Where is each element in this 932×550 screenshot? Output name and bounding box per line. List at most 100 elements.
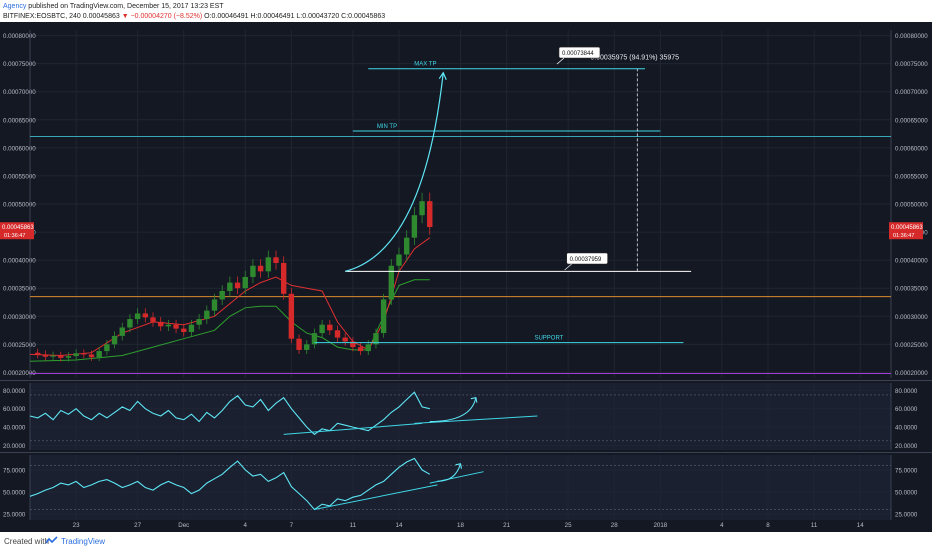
x-tick-label: 2018 [653,522,667,529]
price-badge-countdown: 01:36:47 [4,233,25,239]
y-tick-label-right: 25.0000 [895,511,918,518]
chart-panels: 0.00080000 0.00080000 0.00075000 0.00075000… [0,30,932,520]
price-callout-box [558,46,601,59]
candle-body [150,317,156,322]
price-callout-box [566,252,608,265]
candle-body [157,321,164,327]
y-tick-label-left: 0.00080000 [3,33,36,40]
x-tick-label: 7 [290,522,294,529]
y-tick-label-left: 0.00030000 [3,314,36,321]
target-label: MIN TP [377,124,397,130]
candle-body [211,299,218,311]
x-axis: 23 27 Dec 4 7 11 14 18 21 25 28 2018 4 8 11 14 [73,522,865,529]
y-tick-label-left: 20.0000 [3,443,26,450]
candle-body [134,313,141,320]
x-tick-label: 23 [73,522,80,529]
price-badge-countdown: 01:36:47 [893,233,914,239]
candle-body [127,319,133,328]
candle-body [204,310,210,320]
candle-body [319,324,325,334]
measure-label: 0.00035975 (94.91%) 35975 [590,55,679,62]
chart-canvas[interactable]: 0.00080000 0.00080000 0.00075000 0.00075000… [0,22,932,532]
projection-arrowhead [455,463,463,469]
ohlc-values: O:0.00046491 H:0.00046491 L:0.00043720 C… [204,13,386,20]
candle-body [104,344,110,352]
candle-body [165,324,172,327]
panel-rsi_2: 75.0000 75.0000 50.0000 50.0000 25.0000 25.00… [3,455,918,520]
price-badge-value: 0.00045863 [891,225,923,231]
candle-body [58,355,64,358]
y-tick-label-right: 0.00050000 [895,202,928,209]
candle-body [342,337,348,342]
candle-body [65,356,72,358]
price-callout-text: 0.00073844 [562,51,594,57]
y-tick-label-right: 0.00020000 [895,370,928,377]
x-tick-label: 14 [857,522,864,529]
candle-body [88,354,95,358]
candle-body [96,351,102,358]
y-tick-label-left: 80.0000 [3,388,26,395]
projection-arrow [437,463,462,482]
candle-body [142,313,149,318]
candle-body [227,282,233,291]
candle-body [73,353,79,357]
x-tick-label: 14 [396,522,403,529]
y-tick-label-left: 0.00050000 [3,202,36,209]
candle-body [327,324,333,331]
y-tick-label-left: 0.00060000 [3,145,36,152]
y-tick-label-left: 0.00070000 [3,89,36,96]
published-text: published on TradingView.com, December 1… [26,3,224,10]
candle-body [34,352,41,355]
oscillator-line [29,391,430,436]
y-tick-label-right: 80.0000 [895,388,918,395]
y-tick-label-right: 0.00075000 [895,61,928,68]
author-link[interactable]: Agency [3,3,27,10]
price-badge [889,222,923,240]
candle-body [50,355,56,357]
candle-body [373,333,379,345]
y-tick-label-left: 0.00055000 [3,173,36,180]
candle-body [304,344,310,350]
y-tick-label-left: 40.0000 [3,425,26,432]
candle-body [111,335,118,345]
symbol-line: BITFINEX:EOSBTC, 240 0.00045863 ▼ −0.000… [3,12,385,21]
y-tick-label-left: 25.0000 [3,511,26,518]
candle-body [296,338,302,350]
y-tick-label-right: 0.00035000 [895,286,928,293]
candle-body [181,328,187,332]
candle-body [288,293,295,339]
symbol-label: BITFINEX:EOSBTC, 240 [3,13,81,20]
y-tick-label-right: 0.00055000 [895,173,928,180]
panel-price: 0.00080000 0.00080000 0.00075000 0.00075000… [0,30,932,381]
candle-body [265,257,272,272]
y-tick-label-right: 40.0000 [895,425,918,432]
panel-rsi_1: 80.0000 80.0000 60.0000 60.0000 40.0000 40.00… [0,383,932,453]
candle-body [427,201,433,228]
candle-body [350,341,356,348]
price-badge [0,222,34,240]
price-callout-text: 0.00037959 [570,257,602,263]
chart-header: Agency published on TradingView.com, Dec… [0,0,932,22]
candle-body [188,324,195,332]
x-tick-label: 11 [811,522,818,529]
price-badge-value: 0.00045863 [2,225,34,231]
candle-body [419,201,425,216]
y-tick-label-left: 0.00065000 [3,117,36,124]
projection-arrowhead [470,397,478,403]
trend-line [414,415,538,424]
y-tick-label-right: 0.00080000 [895,33,928,40]
y-tick-label-right: 0.00060000 [895,145,928,152]
candle-body [219,291,225,300]
y-tick-label-right: 0.00040000 [895,258,928,265]
x-tick-label: 4 [720,522,724,529]
candle-body [257,265,264,272]
candle-body [234,282,241,289]
y-tick-label-right: 75.0000 [895,467,918,474]
tradingview-brand[interactable]: TradingView [61,537,106,546]
divergence-line [314,484,438,510]
candle-body [411,215,418,238]
candle-body [403,237,410,255]
y-tick-label-right: 0.00025000 [895,342,928,349]
y-tick-label-left: 50.0000 [3,489,26,496]
candle-body [250,265,256,277]
